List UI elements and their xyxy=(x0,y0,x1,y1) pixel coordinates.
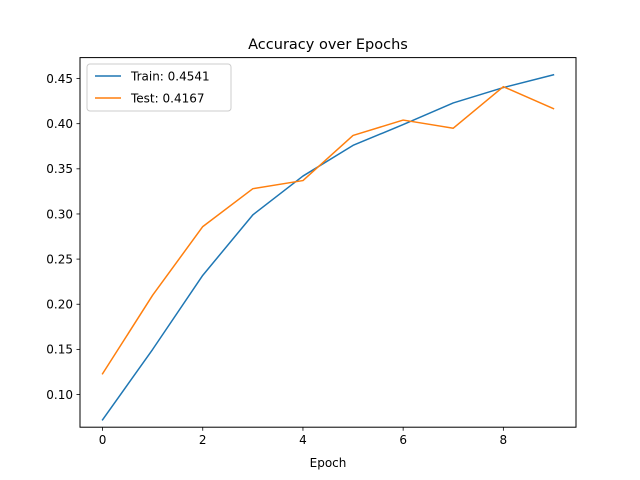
y-tick-label: 0.35 xyxy=(46,162,73,176)
x-tick-label: 8 xyxy=(500,433,508,447)
legend-label-train: Train: 0.4541 xyxy=(130,70,210,84)
series-line-train xyxy=(101,73,555,421)
y-tick-label: 0.40 xyxy=(46,117,73,131)
plot-frame xyxy=(79,57,577,428)
x-tick-label: 6 xyxy=(399,433,407,447)
y-tick-label: 0.15 xyxy=(46,343,73,357)
legend-label-test: Test: 0.4167 xyxy=(130,92,204,106)
x-tick-label: 4 xyxy=(299,433,307,447)
x-axis-label: Epoch xyxy=(310,456,347,470)
y-tick-label: 0.45 xyxy=(46,72,73,86)
x-axis: 0 2 4 6 8 xyxy=(99,427,507,447)
y-tick-label: 0.20 xyxy=(46,298,73,312)
y-tick-label: 0.25 xyxy=(46,252,73,266)
y-tick-label: 0.30 xyxy=(46,207,73,221)
legend-box xyxy=(86,63,232,112)
series-layer xyxy=(101,73,555,421)
chart-title: Accuracy over Epochs xyxy=(248,37,408,53)
series-line-test xyxy=(101,85,555,375)
legend: Train: 0.4541 Test: 0.4167 xyxy=(86,63,232,112)
y-axis: 0.10 0.15 0.20 0.25 0.30 0.35 0.40 0.45 xyxy=(46,72,80,402)
y-tick-label: 0.10 xyxy=(46,388,73,402)
x-tick-label: 0 xyxy=(99,433,107,447)
x-tick-label: 2 xyxy=(199,433,207,447)
